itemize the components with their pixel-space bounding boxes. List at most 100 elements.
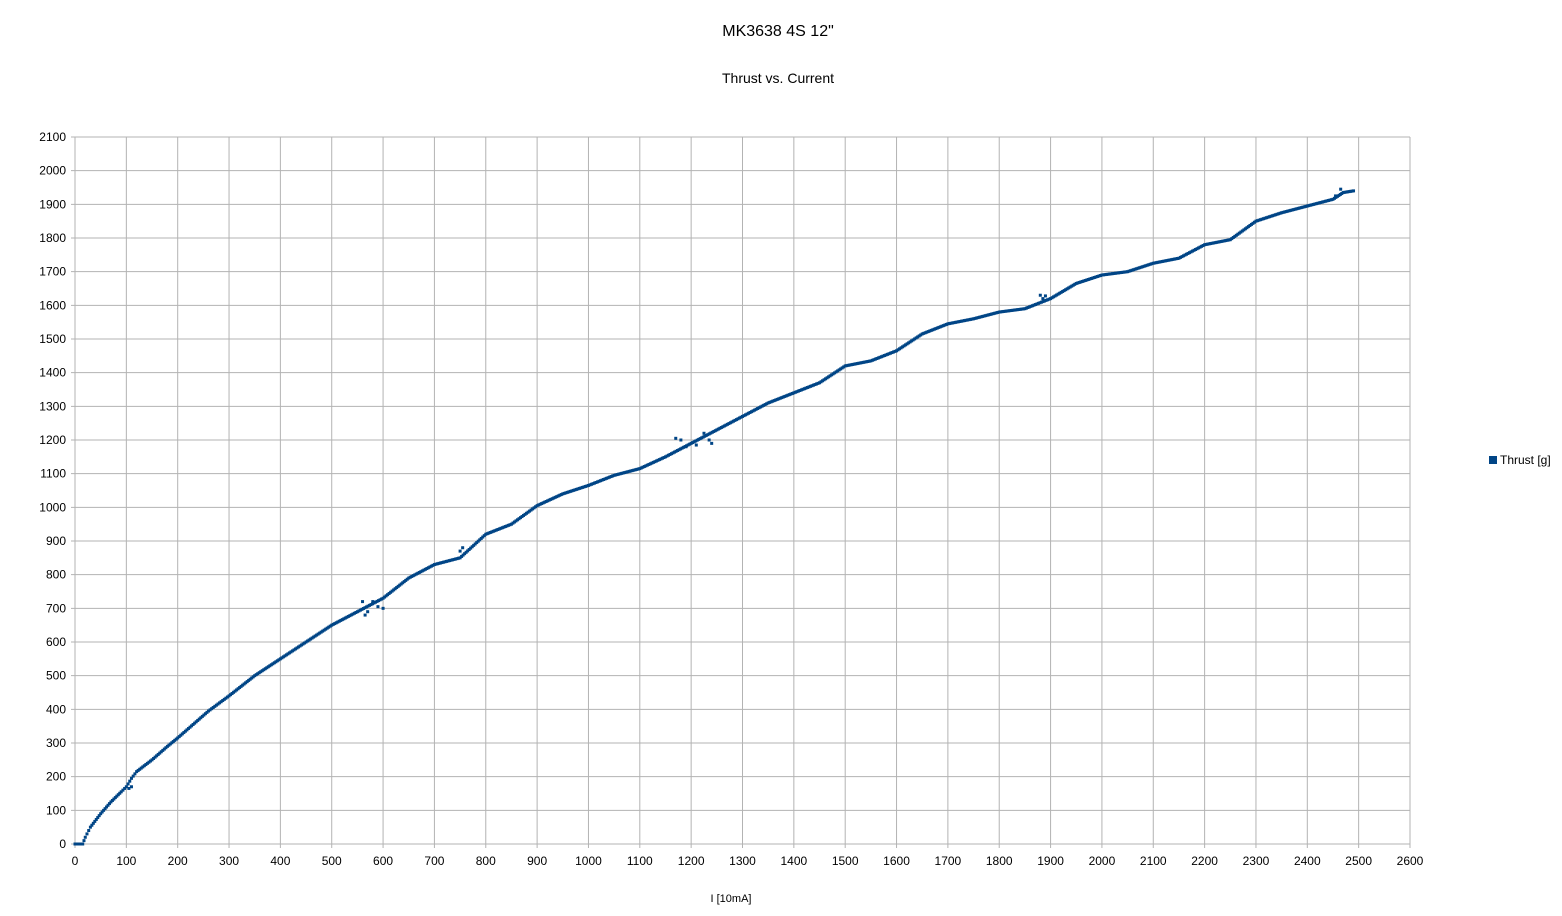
data-point <box>1160 259 1164 263</box>
data-point <box>349 613 353 617</box>
data-point <box>1135 267 1139 271</box>
data-point <box>765 402 769 406</box>
data-point <box>857 361 861 365</box>
data-point <box>1136 266 1140 270</box>
data-point <box>888 351 892 355</box>
data-point <box>1000 310 1004 314</box>
data-point <box>200 714 204 718</box>
data-point <box>386 593 390 597</box>
data-point <box>866 359 870 363</box>
data-point <box>526 510 530 514</box>
data-point <box>745 412 749 416</box>
data-point <box>1275 212 1279 216</box>
data-point <box>570 489 574 493</box>
data-point <box>848 363 852 367</box>
data-point <box>573 488 577 492</box>
data-point <box>310 636 314 640</box>
data-point <box>265 666 269 670</box>
y-tick-label: 1300 <box>39 399 66 413</box>
data-point <box>964 318 968 322</box>
data-point <box>316 632 320 636</box>
data-point <box>1277 212 1281 216</box>
data-point <box>1284 210 1288 214</box>
data-point <box>1328 198 1332 202</box>
data-point <box>1181 254 1185 258</box>
data-point <box>629 469 633 473</box>
data-point <box>319 630 323 634</box>
data-point <box>401 581 405 585</box>
data-point <box>304 640 308 644</box>
data-point <box>121 788 125 792</box>
data-point <box>1216 240 1220 244</box>
data-point <box>1329 198 1333 202</box>
data-point <box>896 348 900 352</box>
data-point <box>547 498 551 502</box>
data-point <box>593 481 597 485</box>
data-point <box>290 649 294 653</box>
data-point <box>1100 273 1104 277</box>
data-point <box>1133 267 1137 271</box>
data-point <box>235 688 239 692</box>
data-point <box>574 487 578 491</box>
data-point <box>712 429 716 433</box>
data-point <box>1067 286 1071 290</box>
data-point <box>260 669 264 673</box>
data-point <box>417 570 421 574</box>
data-point <box>751 409 755 413</box>
data-point <box>205 710 209 714</box>
data-point <box>537 503 541 507</box>
data-point <box>263 667 267 671</box>
data-point <box>878 355 882 359</box>
data-point <box>1230 237 1234 241</box>
data-point <box>1194 247 1198 251</box>
data-point <box>361 600 365 604</box>
data-point <box>503 525 507 529</box>
data-point <box>1091 276 1095 280</box>
data-point <box>351 612 355 616</box>
data-point <box>448 559 452 563</box>
data-point <box>867 359 871 363</box>
data-point <box>207 709 210 713</box>
data-point <box>801 387 805 391</box>
data-point <box>591 482 595 486</box>
data-point <box>1236 232 1240 236</box>
data-point <box>90 823 94 827</box>
data-point <box>1080 279 1084 283</box>
data-point <box>981 314 985 318</box>
data-point <box>762 403 766 407</box>
data-point <box>879 355 883 359</box>
x-tick-label: 2200 <box>1191 854 1218 868</box>
data-point <box>1159 260 1163 264</box>
data-point <box>445 559 449 563</box>
y-tick-label: 1900 <box>39 197 66 211</box>
data-point <box>1177 256 1181 260</box>
data-point <box>529 508 533 512</box>
data-point <box>1107 272 1111 276</box>
data-point <box>911 338 915 342</box>
x-tick-label: 200 <box>168 854 188 868</box>
data-point <box>887 352 891 356</box>
data-point <box>472 543 476 547</box>
data-point <box>177 735 181 739</box>
data-point <box>358 608 362 612</box>
data-point <box>1041 300 1045 304</box>
data-point <box>564 491 568 495</box>
data-point <box>1064 288 1068 292</box>
data-point <box>716 427 720 431</box>
data-point <box>1263 216 1267 220</box>
data-point <box>230 691 234 695</box>
data-point <box>792 391 796 395</box>
data-point <box>1104 272 1108 276</box>
data-point <box>1221 239 1225 243</box>
data-point <box>1252 220 1256 224</box>
data-point <box>914 336 918 340</box>
data-point <box>722 424 726 428</box>
data-point <box>739 415 743 419</box>
data-point <box>594 480 598 484</box>
data-point <box>1323 199 1327 203</box>
data-point <box>603 477 607 481</box>
data-point <box>928 329 932 333</box>
data-point <box>380 597 384 601</box>
data-point <box>837 368 841 372</box>
data-point <box>1293 207 1297 211</box>
